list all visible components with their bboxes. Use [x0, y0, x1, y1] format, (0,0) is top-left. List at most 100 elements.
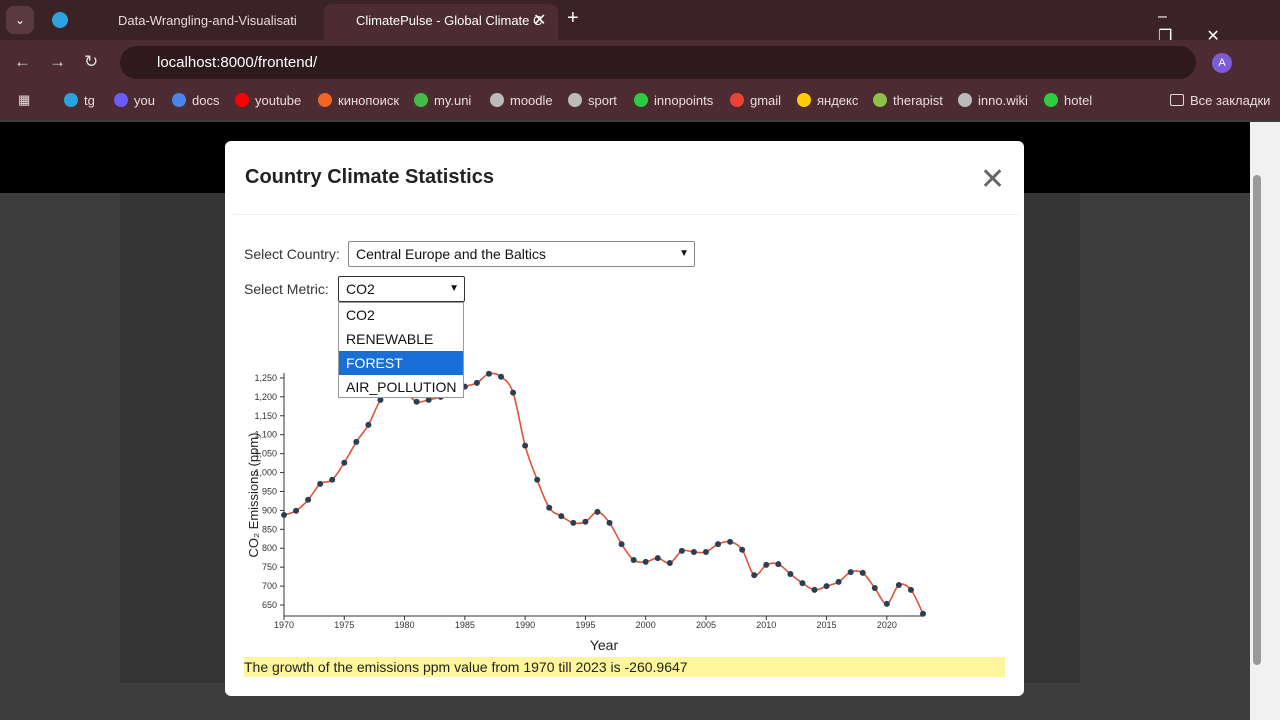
- x-tick-label: 2010: [756, 620, 776, 630]
- point: [751, 572, 758, 579]
- bookmark-label: tg: [84, 92, 95, 108]
- point: [859, 569, 866, 576]
- bookmark-icon: [172, 93, 186, 107]
- dropdown-option[interactable]: RENEWABLE: [346, 331, 434, 347]
- all-bookmarks[interactable]: Все закладки: [1170, 88, 1270, 112]
- url: localhost:8000/frontend/: [157, 54, 318, 71]
- point: [715, 541, 722, 548]
- point: [895, 581, 902, 588]
- bookmark[interactable]: кинопоиск: [318, 88, 399, 112]
- point: [690, 549, 697, 556]
- bookmark[interactable]: my.uni: [414, 88, 471, 112]
- label: Select Country:: [244, 246, 340, 262]
- bookmark[interactable]: sport: [568, 88, 617, 112]
- point: [920, 610, 926, 617]
- y-tick-label: 1,050: [254, 449, 277, 459]
- pinned-tab[interactable]: [52, 12, 68, 28]
- bookmark-label: moodle: [510, 92, 553, 108]
- scroll-thumb[interactable]: [1253, 175, 1261, 665]
- x-tick-label: 1970: [274, 620, 294, 630]
- bookmark[interactable]: innopoints: [634, 88, 713, 112]
- y-axis-title: CO₂ Emissions (ppm): [246, 433, 261, 558]
- bookmark-icon: [797, 93, 811, 107]
- bookmark-label: my.uni: [434, 92, 472, 108]
- tab-title: ClimatePulse - Global Climate C: [356, 13, 543, 28]
- point: [775, 561, 782, 568]
- tab-close[interactable]: ✕: [533, 12, 547, 29]
- bookmark-label: inno.wiki: [978, 92, 1028, 108]
- dropdown-option[interactable]: AIR_POLLUTION: [346, 379, 457, 395]
- bookmark[interactable]: youtube: [235, 88, 301, 112]
- profile[interactable]: A: [1212, 53, 1232, 73]
- bookmark[interactable]: inno.wiki: [958, 88, 1028, 112]
- x-tick-label: 2020: [877, 620, 897, 630]
- country-select[interactable]: Central Europe and the Baltics ▼: [348, 241, 695, 267]
- divider: [233, 214, 1019, 215]
- point: [811, 586, 818, 593]
- modal: [225, 141, 1024, 696]
- x-axis-title: Year: [590, 637, 619, 653]
- point: [666, 560, 673, 567]
- point: [835, 578, 842, 585]
- bookmark-icon: [114, 93, 128, 107]
- point: [630, 556, 637, 563]
- bookmark[interactable]: moodle: [490, 88, 553, 112]
- point: [413, 398, 420, 405]
- tab-search[interactable]: ⌄: [6, 6, 34, 34]
- point: [871, 584, 878, 591]
- point: [678, 547, 685, 554]
- y-tick-label: 850: [262, 524, 277, 534]
- close-button[interactable]: ✕: [980, 163, 1006, 196]
- y-tick-label: 1,000: [254, 468, 277, 478]
- bookmark-label: кинопоиск: [338, 92, 400, 108]
- bookmark[interactable]: tg: [64, 88, 95, 112]
- x-tick-label: 1995: [575, 620, 595, 630]
- y-tick-label: 650: [262, 600, 277, 610]
- active-tab[interactable]: [324, 4, 558, 40]
- tab-title: Data-Wrangling-and-Visualisati: [118, 13, 297, 28]
- bookmark-icon: [414, 93, 428, 107]
- bookmark-label: яндекс: [817, 92, 859, 108]
- tab[interactable]: ClimatePulse - Global Climate C: [332, 6, 548, 36]
- bookmark-label: sport: [588, 92, 617, 108]
- bookmark[interactable]: you: [114, 88, 155, 112]
- apps[interactable]: ▦: [18, 92, 31, 107]
- bookmark-icon: [634, 93, 648, 107]
- point: [763, 561, 770, 568]
- new-tab[interactable]: +: [567, 7, 579, 29]
- bookmark[interactable]: docs: [172, 88, 219, 112]
- bookmark-label: docs: [192, 92, 220, 108]
- bookmark[interactable]: яндекс: [797, 88, 858, 112]
- nav-buttons[interactable]: ←→↻: [14, 52, 117, 71]
- x-tick-label: 1975: [334, 620, 354, 630]
- bookmark[interactable]: therapist: [873, 88, 943, 112]
- bookmark-label: Все закладки: [1190, 92, 1271, 108]
- bookmark[interactable]: hotel: [1044, 88, 1092, 112]
- y-tick-label: 1,200: [254, 392, 277, 402]
- dropdown: CO2 RENEWABLE FOREST AIR_POLLUTION: [338, 302, 464, 398]
- y-tick-label: 950: [262, 486, 277, 496]
- dropdown-option[interactable]: FOREST: [339, 351, 463, 375]
- bookmark-icon: [873, 93, 887, 107]
- point: [558, 513, 565, 520]
- tab-strip: [0, 0, 1280, 40]
- y-tick-label: 1,100: [254, 430, 277, 440]
- point: [281, 511, 287, 518]
- x-tick-label: 2000: [636, 620, 656, 630]
- point: [317, 480, 324, 487]
- bookmark-icon: [490, 93, 504, 107]
- metric-select[interactable]: CO2 ▼: [338, 276, 465, 302]
- bookmark-label: youtube: [255, 92, 302, 108]
- modal-title: Country Climate Statistics: [245, 166, 494, 188]
- dropdown-option[interactable]: CO2: [346, 307, 375, 323]
- point: [847, 569, 854, 576]
- point: [907, 586, 914, 593]
- point: [702, 549, 709, 556]
- bookmark-label: therapist: [893, 92, 943, 108]
- y-tick-label: 700: [262, 581, 277, 591]
- point: [642, 558, 649, 565]
- address-bar[interactable]: [120, 46, 1196, 79]
- bookmark[interactable]: gmail: [730, 88, 781, 112]
- tab[interactable]: Data-Wrangling-and-Visualisati: [90, 6, 340, 36]
- point: [425, 396, 432, 403]
